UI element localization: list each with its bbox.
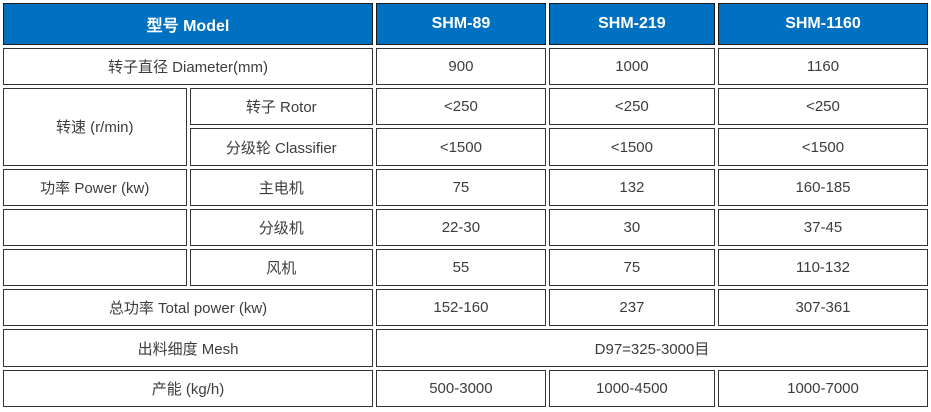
- row-diameter: 转子直径 Diameter(mm) 900 1000 1160: [3, 48, 928, 86]
- cell-diameter-shm-89: 900: [376, 48, 546, 86]
- row-power-main-motor: 功率 Power (kw) 主电机 75 132 160-185: [3, 168, 928, 206]
- cell-classifier-speed-shm-219: <1500: [548, 128, 715, 166]
- cell-main-motor-shm-1160: 160-185: [717, 168, 928, 206]
- cell-classifier-speed-shm-89: <1500: [376, 128, 546, 166]
- cell-diameter-shm-219: 1000: [548, 48, 715, 86]
- power-classifier-motor-label: 分级机: [189, 208, 373, 247]
- header-cell-model: 型号 Model: [3, 3, 373, 46]
- cell-classifier-motor-shm-219: 30: [548, 208, 715, 247]
- cell-fan-shm-89: 55: [376, 249, 546, 287]
- cell-diameter-shm-1160: 1160: [717, 48, 928, 86]
- header-cell-shm-89: SHM-89: [376, 3, 546, 46]
- speed-classifier-label: 分级轮 Classifier: [189, 128, 373, 166]
- cell-total-power-shm-89: 152-160: [376, 289, 546, 327]
- total-power-label: 总功率 Total power (kw): [3, 289, 373, 327]
- row-capacity: 产能 (kg/h) 500-3000 1000-4500 1000-7000: [3, 369, 928, 407]
- row-power-classifier-motor: 分级机 22-30 30 37-45: [3, 208, 928, 247]
- row-total-power: 总功率 Total power (kw) 152-160 237 307-361: [3, 289, 928, 327]
- cell-capacity-shm-1160: 1000-7000: [717, 369, 928, 407]
- cell-capacity-shm-219: 1000-4500: [548, 369, 715, 407]
- cell-classifier-motor-shm-89: 22-30: [376, 208, 546, 247]
- header-cell-shm-1160: SHM-1160: [717, 3, 928, 46]
- power-fan-label: 风机: [189, 249, 373, 287]
- empty-cell: [3, 208, 187, 247]
- cell-mesh-value: D97=325-3000目: [376, 329, 928, 367]
- cell-classifier-speed-shm-1160: <1500: [717, 128, 928, 166]
- speed-group-label: 转速 (r/min): [3, 88, 187, 166]
- cell-classifier-motor-shm-1160: 37-45: [717, 208, 928, 247]
- row-speed-rotor: 转速 (r/min) 转子 Rotor <250 <250 <250: [3, 88, 928, 166]
- cell-rotor-speed-shm-1160: <250: [717, 88, 928, 126]
- cell-fan-shm-1160: 110-132: [717, 249, 928, 287]
- row-speed-classifier: 分级轮 Classifier <1500 <1500 <1500: [3, 128, 928, 166]
- mesh-label: 出料细度 Mesh: [3, 329, 373, 367]
- empty-cell: [3, 249, 187, 287]
- cell-total-power-shm-1160: 307-361: [717, 289, 928, 327]
- cell-rotor-speed-shm-89: <250: [376, 88, 546, 126]
- power-group-label: 功率 Power (kw): [3, 168, 187, 206]
- header-row: 型号 Model SHM-89 SHM-219 SHM-1160: [3, 3, 928, 46]
- header-cell-shm-219: SHM-219: [548, 3, 715, 46]
- capacity-label: 产能 (kg/h): [3, 369, 373, 407]
- speed-rotor-label: 转子 Rotor: [189, 88, 373, 126]
- cell-capacity-shm-89: 500-3000: [376, 369, 546, 407]
- cell-rotor-speed-shm-219: <250: [548, 88, 715, 126]
- cell-main-motor-shm-89: 75: [376, 168, 546, 206]
- cell-total-power-shm-219: 237: [548, 289, 715, 327]
- power-main-motor-label: 主电机: [189, 168, 373, 206]
- row-power-fan: 风机 55 75 110-132: [3, 249, 928, 287]
- cell-fan-shm-219: 75: [548, 249, 715, 287]
- row-mesh: 出料细度 Mesh D97=325-3000目: [3, 329, 928, 367]
- diameter-label: 转子直径 Diameter(mm): [3, 48, 373, 86]
- cell-main-motor-shm-219: 132: [548, 168, 715, 206]
